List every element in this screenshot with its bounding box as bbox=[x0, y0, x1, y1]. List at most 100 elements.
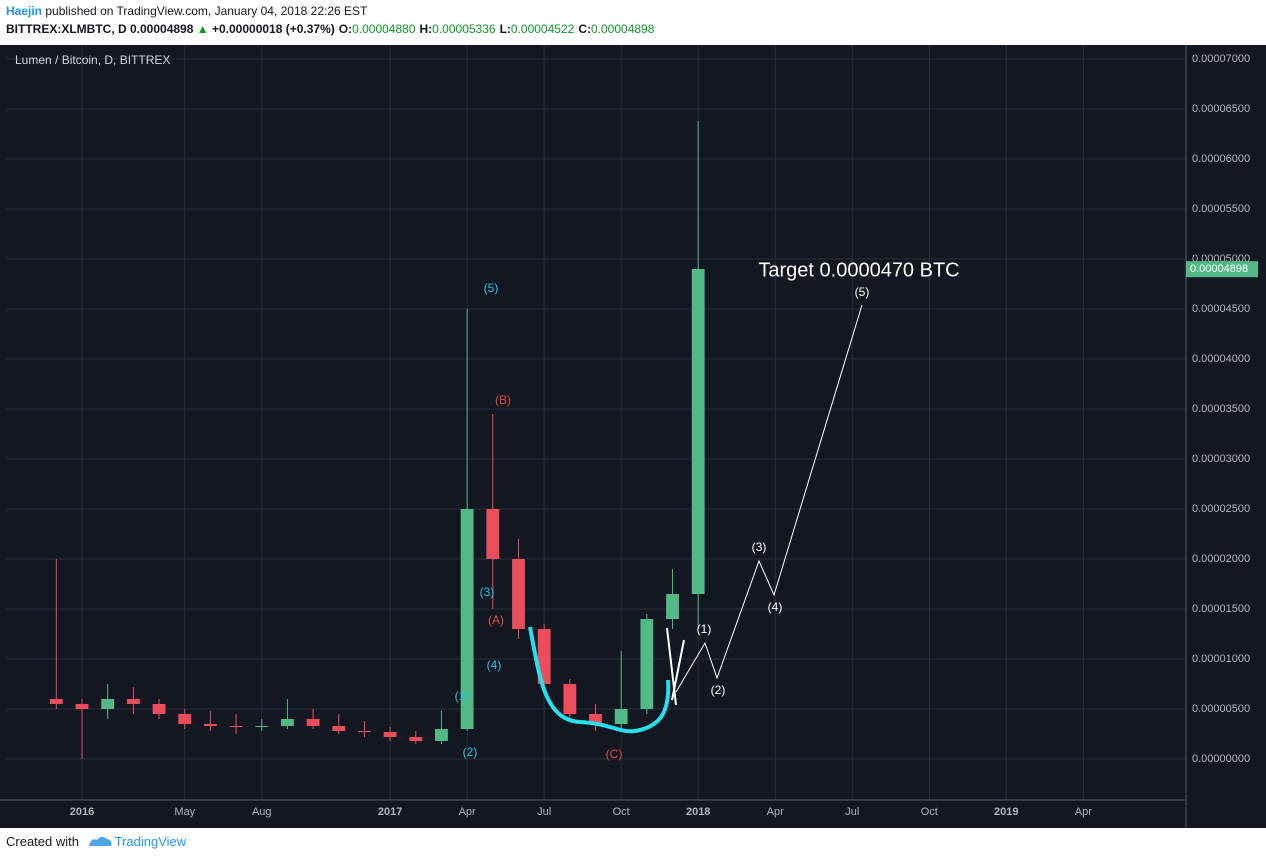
x-tick-label: May bbox=[174, 806, 195, 818]
price: 0.00004898 bbox=[130, 22, 194, 36]
wave-label: (C) bbox=[606, 747, 623, 761]
annotations: (5) (3) (4) (1) (2) (B) (A) (C) (1) (2) (3) (4) (5) T… bbox=[455, 259, 960, 761]
y-tick-label: 0.00004500 bbox=[1192, 303, 1250, 315]
x-tick-label: 2017 bbox=[378, 806, 402, 818]
candle-body bbox=[666, 594, 679, 619]
ohlc-value: 0.00004898 bbox=[590, 22, 655, 36]
candle-body bbox=[486, 509, 500, 559]
candle-body bbox=[203, 724, 217, 726]
y-tick-label: 0.00005500 bbox=[1192, 203, 1250, 215]
wave-label: (1) bbox=[455, 689, 470, 703]
ohlc: O:0.00004880 H:0.00005336 L:0.00004522 C:0.… bbox=[335, 22, 655, 36]
wave-label: (B) bbox=[495, 393, 511, 407]
wave-label: (4) bbox=[487, 658, 502, 672]
x-tick-label: Jul bbox=[845, 806, 859, 818]
x-tick-label: Oct bbox=[613, 806, 630, 818]
candle-body bbox=[383, 732, 397, 737]
last-price-label: 0.00004898 bbox=[1190, 263, 1248, 275]
wave-label: (2) bbox=[463, 745, 478, 759]
change: +0.00000018 (+0.37%) bbox=[211, 22, 335, 36]
candle-body bbox=[589, 714, 602, 724]
y-tick-label: 0.00002000 bbox=[1192, 553, 1250, 565]
wave-label: (3) bbox=[752, 540, 767, 554]
chart-background bbox=[0, 45, 1266, 828]
candle-body bbox=[435, 729, 448, 741]
ohlc-label: O: bbox=[338, 22, 353, 36]
y-tick-label: 0.00000000 bbox=[1192, 753, 1250, 765]
candle-body bbox=[512, 559, 525, 629]
ohlc-label: C: bbox=[578, 22, 591, 36]
brand[interactable]: TradingView bbox=[114, 834, 187, 849]
grid bbox=[5, 45, 1186, 800]
created: Created with bbox=[6, 834, 79, 849]
candle-body bbox=[537, 629, 551, 684]
x-tick-label: 2018 bbox=[686, 806, 710, 818]
logo bbox=[88, 836, 112, 846]
ohlc-value: 0.00004880 bbox=[352, 22, 416, 36]
x-tick-label: Oct bbox=[921, 806, 938, 818]
candle-body bbox=[229, 726, 243, 727]
candle-body bbox=[152, 704, 166, 714]
candle-body bbox=[614, 709, 628, 724]
ohlc-value: 0.00004522 bbox=[510, 22, 575, 36]
candle-body bbox=[640, 619, 654, 709]
x-tick-label: Apr bbox=[767, 806, 784, 818]
symbol-line: BITTREX:XLMBTC, D 0.00004898 ▲ +0.000000… bbox=[6, 22, 654, 36]
wave-label: (2) bbox=[711, 683, 726, 697]
candle-body bbox=[255, 726, 269, 727]
y-tick-label: 0.00002500 bbox=[1192, 503, 1250, 515]
last-price-badge bbox=[1186, 261, 1258, 278]
y-tick-label: 0.00001000 bbox=[1192, 653, 1250, 665]
candle-body bbox=[280, 719, 294, 726]
wave-label: (1) bbox=[697, 622, 712, 636]
symbol: BITTREX:XLMBTC, D bbox=[6, 22, 127, 36]
projection-path bbox=[675, 304, 863, 693]
candle-body bbox=[75, 704, 89, 709]
y-tick-label: 0.00006500 bbox=[1192, 103, 1250, 115]
wave-line bbox=[671, 639, 685, 701]
arrow: ▲ bbox=[196, 22, 209, 36]
candle-body bbox=[460, 509, 474, 729]
x-tick-label: 2016 bbox=[70, 806, 94, 818]
candle-body bbox=[101, 699, 115, 709]
cup-curve bbox=[528, 626, 671, 734]
ohlc-label: L: bbox=[499, 22, 511, 36]
y-tick-label: 0.00006000 bbox=[1192, 153, 1250, 165]
footer: Created with TradingView bbox=[6, 832, 186, 849]
author[interactable]: Haejin bbox=[6, 4, 43, 18]
y-tick-label: 0.00007000 bbox=[1192, 53, 1250, 65]
x-tick-label: Apr bbox=[1075, 806, 1092, 818]
candle-body bbox=[49, 699, 63, 704]
candle-body bbox=[691, 269, 705, 594]
wave-label: (A) bbox=[488, 613, 504, 627]
x-tick-label: Jul bbox=[537, 806, 551, 818]
wave-label: (5) bbox=[484, 281, 499, 295]
candle-body bbox=[178, 714, 192, 724]
wave-label: (4) bbox=[768, 600, 783, 614]
y-tick-label: 0.00003000 bbox=[1192, 453, 1250, 465]
chart-title: Lumen / Bitcoin, D, BITTREX bbox=[15, 53, 170, 67]
candle-body bbox=[332, 726, 346, 731]
candle-body bbox=[306, 719, 320, 726]
x-tick-label: Apr bbox=[459, 806, 476, 818]
ohlc-label: H: bbox=[419, 22, 433, 36]
candle-body bbox=[409, 737, 423, 741]
ohlc-value: 0.00005336 bbox=[432, 22, 496, 36]
y-tick-label: 0.00004000 bbox=[1192, 353, 1250, 365]
published: published on TradingView.com, January 04… bbox=[45, 4, 368, 18]
y-tick-label: 0.00000500 bbox=[1192, 703, 1250, 715]
candle-body bbox=[126, 699, 140, 704]
x-tick-label: Aug bbox=[252, 806, 272, 818]
wave-label: Target 0.0000470 BTC bbox=[758, 259, 959, 281]
candle-body bbox=[358, 731, 371, 732]
y-tick-label: 0.00001500 bbox=[1192, 603, 1250, 615]
header-line: Haejin published on TradingView.com, Jan… bbox=[6, 4, 367, 18]
y-tick-label: 0.00003500 bbox=[1192, 403, 1250, 415]
x-tick-label: 2019 bbox=[994, 806, 1018, 818]
candles bbox=[49, 121, 705, 759]
wave-label: (5) bbox=[855, 285, 870, 299]
candle-body bbox=[563, 684, 577, 714]
wave-label: (3) bbox=[480, 585, 495, 599]
